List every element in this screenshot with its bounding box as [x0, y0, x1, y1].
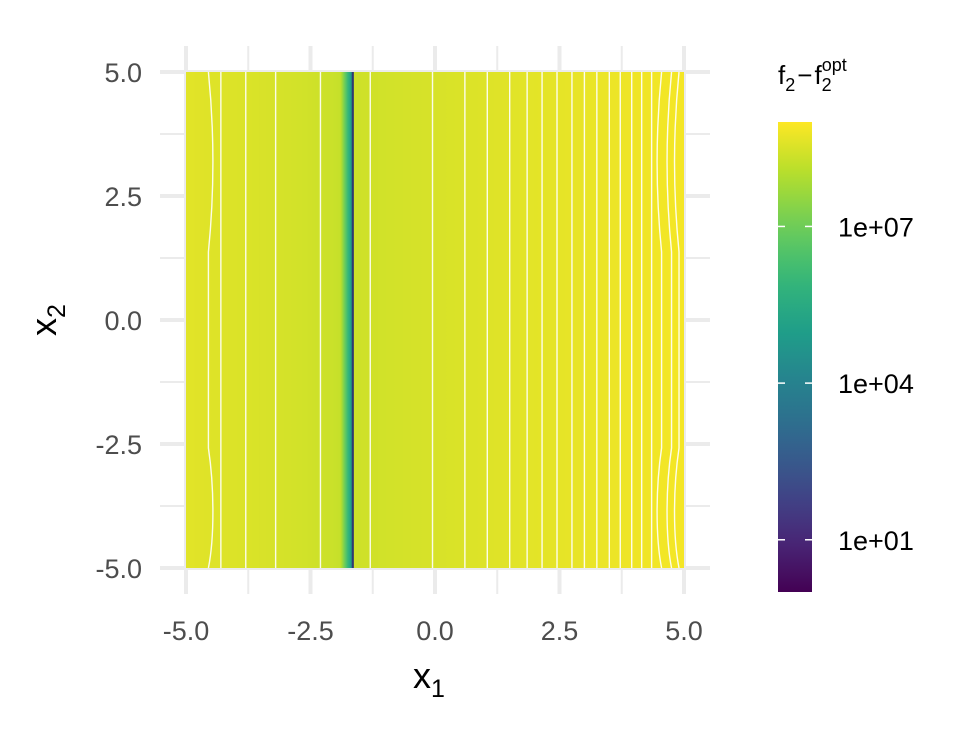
y-tick-label: -2.5: [95, 430, 142, 460]
y-tick-label: 0.0: [104, 306, 142, 336]
x-tick-label: 5.0: [665, 616, 703, 646]
legend-title-f: f: [778, 60, 786, 90]
contour-line: [673, 71, 680, 569]
x-axis-ticks: -5.0 -2.5 0.0 2.5 5.0: [163, 616, 703, 646]
x-tick-label: 0.0: [416, 616, 454, 646]
colorbar-ticks: 1e+01 1e+04 1e+07: [778, 212, 914, 556]
legend-title-fopt: f: [814, 60, 822, 90]
y-axis-title-base: x: [23, 318, 64, 336]
contour-line: [207, 71, 214, 569]
contour-line: [656, 71, 663, 569]
colorbar: [778, 122, 812, 592]
legend-title: f2−f2opt: [778, 55, 847, 95]
y-axis-title: x2: [23, 304, 71, 336]
contour-lines: [207, 71, 680, 569]
x-tick-label: -2.5: [287, 616, 334, 646]
x-tick-label: 2.5: [541, 616, 579, 646]
colorbar-label: 1e+07: [838, 212, 914, 242]
legend-title-fopt-sub: 2: [822, 75, 832, 95]
y-tick-label: 5.0: [104, 58, 142, 88]
x-axis-title-subscript: 1: [431, 675, 445, 703]
x-tick-label: -5.0: [163, 616, 210, 646]
colorbar-label: 1e+04: [838, 369, 914, 399]
y-tick-label: 2.5: [104, 182, 142, 212]
y-tick-label: -5.0: [95, 554, 142, 584]
x-axis-title: x1: [413, 655, 445, 703]
contour-line: [666, 71, 673, 569]
x-axis-title-base: x: [413, 655, 431, 696]
legend-title-minus: −: [797, 60, 812, 90]
y-axis-ticks: -5.0 -2.5 0.0 2.5 5.0: [95, 58, 142, 584]
contour-surface: [186, 72, 684, 568]
legend-title-fopt-sup: opt: [822, 55, 847, 75]
legend-title-f-sub: 2: [785, 75, 795, 95]
y-axis-title-subscript: 2: [43, 304, 71, 318]
colorbar-label: 1e+01: [838, 526, 914, 556]
